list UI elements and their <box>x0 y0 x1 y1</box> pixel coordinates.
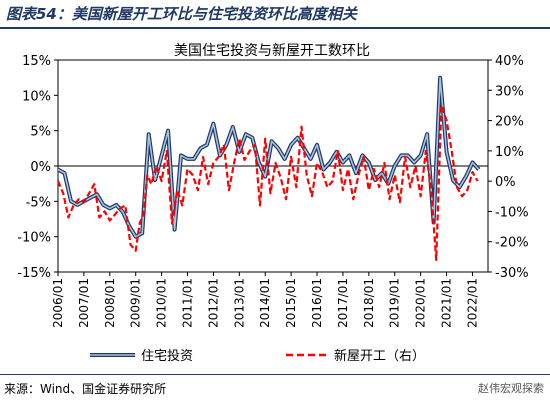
y-right-tick-label: -30% <box>495 266 529 281</box>
x-tick-label: 2007/01 <box>77 278 91 328</box>
y-right-tick-label: 10% <box>495 145 524 160</box>
source-note: 来源：Wind、国金证券研究所 <box>4 382 167 396</box>
x-tick-label: 2009/01 <box>129 278 143 328</box>
axes: 15% 10% 5% 0% -5% -10% -15% 40% 30% 20% 10% 0% -10% -… <box>17 54 528 328</box>
legend: 住宅投资 新屋开工（右） <box>90 348 425 364</box>
series-housing-starts-line <box>56 104 479 261</box>
x-tick-label: 2012/01 <box>206 278 220 328</box>
x-tick-label: 2021/01 <box>440 278 454 328</box>
y-right-tick-label: 30% <box>495 84 524 99</box>
y-left-tick-label: 5% <box>30 125 51 140</box>
x-tick-label: 2013/01 <box>232 278 246 328</box>
y-left-tick-label: 10% <box>22 89 51 104</box>
series-layer <box>56 75 481 261</box>
y-right-tick-label: -10% <box>495 205 529 220</box>
series-investment-line <box>57 76 480 238</box>
x-tick-label: 2020/01 <box>414 278 428 328</box>
y-left-tick-label: -5% <box>26 195 51 210</box>
x-tick-label: 2011/01 <box>181 278 195 328</box>
figure-title: 图表54：美国新屋开工环比与住宅投资环比高度相关 <box>6 5 357 23</box>
y-left-tick-label: -10% <box>17 231 51 246</box>
x-tick-label: 2008/01 <box>103 278 117 328</box>
x-tick-label: 2014/01 <box>258 278 272 328</box>
y-right-tick-label: -20% <box>495 236 529 251</box>
x-tick-label: 2018/01 <box>362 278 376 328</box>
legend-label-investment: 住宅投资 <box>141 348 193 364</box>
y-right-tick-label: 0% <box>495 175 516 190</box>
chart-title: 美国住宅投资与新屋开工数环比 <box>174 43 370 59</box>
x-tick-label: 2017/01 <box>336 278 350 328</box>
x-tick-label: 2006/01 <box>51 278 65 328</box>
watermark-text: 赵伟宏观探索 <box>478 382 544 395</box>
y-left-tick-label: 15% <box>22 54 51 69</box>
legend-label-housing-starts: 新屋开工（右） <box>334 348 425 364</box>
x-tick-label: 2016/01 <box>310 278 324 328</box>
y-left-tick-label: 0% <box>30 160 51 175</box>
top-rule <box>0 27 550 29</box>
y-right-tick-label: 20% <box>495 115 524 130</box>
y-right-tick-label: 40% <box>495 54 524 69</box>
x-tick-label: 2010/01 <box>155 278 169 328</box>
bottom-rule <box>0 374 550 375</box>
x-tick-label: 2022/01 <box>465 278 479 328</box>
x-tick-label: 2015/01 <box>284 278 298 328</box>
line-chart: 美国住宅投资与新屋开工数环比 15% 10% 5% 0% -5% -10% -15% 40% 3… <box>17 43 528 364</box>
y-left-tick-label: -15% <box>17 266 51 281</box>
x-tick-label: 2019/01 <box>388 278 402 328</box>
